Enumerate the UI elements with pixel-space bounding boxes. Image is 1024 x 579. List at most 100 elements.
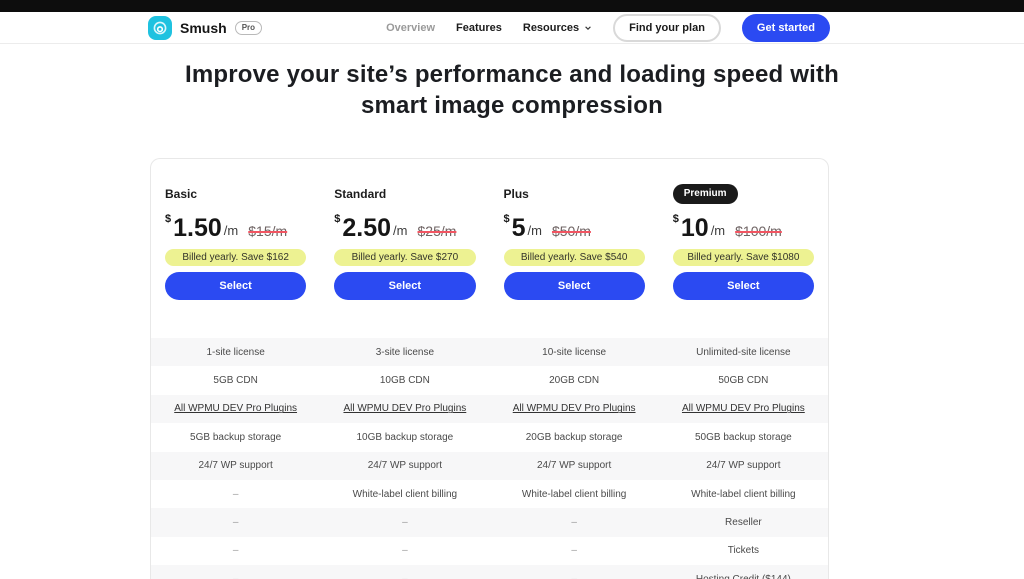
feature-row-white-label: – White-label client billing White-label…	[151, 480, 828, 508]
plan-name: Basic	[165, 187, 198, 201]
feature-row-support: 24/7 WP support 24/7 WP support 24/7 WP …	[151, 451, 828, 480]
old-price: $25/m	[417, 223, 457, 239]
price-period: /m	[223, 223, 239, 238]
billing-save-badge: Billed yearly. Save $1080	[672, 249, 814, 266]
nav-resources-label: Resources	[522, 21, 580, 34]
feature-cell: 10-site license	[542, 346, 607, 358]
wpmu-plugins-link[interactable]: All WPMU DEV Pro Plugins	[174, 403, 298, 415]
feature-cell: 20GB CDN	[549, 375, 600, 387]
feature-cell: 5GB CDN	[213, 375, 258, 387]
price-amount: 10	[680, 214, 709, 242]
plan-name: Plus	[503, 187, 529, 201]
feature-cell: –	[232, 545, 239, 557]
old-price: $15/m	[248, 223, 288, 239]
get-started-button[interactable]: Get started	[741, 13, 830, 42]
select-button-premium[interactable]: Select	[672, 272, 814, 300]
feature-cell: –	[402, 545, 408, 557]
feature-cell: 24/7 WP support	[198, 460, 273, 472]
pricing-table: Basic $ 1.50 /m $15/m Billed yearly. Sav…	[150, 158, 829, 579]
feature-cell: 10GB CDN	[379, 375, 430, 387]
plan-plus: Plus $ 5 /m $50/m Billed yearly. Save $5…	[490, 183, 659, 300]
select-button-plus[interactable]: Select	[503, 272, 645, 300]
price-amount: 2.50	[342, 214, 392, 242]
feature-row-plugins: All WPMU DEV Pro Plugins All WPMU DEV Pr…	[151, 394, 828, 424]
main-nav: Overview Features Resources Find your pl…	[386, 13, 830, 42]
feature-cell: –	[490, 574, 659, 579]
nav-features[interactable]: Features	[456, 21, 502, 34]
currency-symbol: $	[165, 213, 172, 225]
feature-cell: White-label client billing	[691, 488, 796, 500]
wpmu-plugins-link[interactable]: All WPMU DEV Pro Plugins	[681, 403, 805, 415]
feature-row-reseller: – – – Reseller	[151, 508, 828, 537]
feature-cell: 20GB backup storage	[525, 431, 623, 443]
feature-cell: White-label client billing	[352, 488, 458, 500]
feature-cell: 5GB backup storage	[190, 431, 282, 443]
feature-cell: –	[232, 488, 239, 500]
nav-overview[interactable]: Overview	[386, 21, 436, 34]
feature-cell: 50GB backup storage	[695, 431, 792, 443]
wpmu-plugins-link[interactable]: All WPMU DEV Pro Plugins	[512, 403, 636, 415]
chevron-down-icon	[585, 25, 591, 30]
top-black-bar	[0, 0, 1024, 12]
nav-resources[interactable]: Resources	[523, 22, 592, 34]
feature-cell: –	[151, 574, 320, 579]
plan-premium: Premium $ 10 /m $100/m Billed yearly. Sa…	[659, 183, 828, 300]
feature-row-license: 1-site license 3-site license 10-site li…	[151, 338, 828, 367]
plan-price: $ 10 /m $100/m	[673, 211, 814, 241]
feature-cell: –	[571, 545, 577, 557]
plan-price: $ 1.50 /m $15/m	[165, 211, 306, 241]
price-period: /m	[527, 223, 542, 238]
site-header: Smush Pro Overview Features Resources Fi…	[0, 12, 1024, 44]
price-period: /m	[393, 223, 408, 238]
feature-cell: –	[320, 574, 489, 579]
plan-basic: Basic $ 1.50 /m $15/m Billed yearly. Sav…	[151, 183, 320, 300]
feature-cell: Unlimited-site license	[696, 346, 791, 358]
plan-price: $ 2.50 /m $25/m	[334, 211, 475, 241]
brand[interactable]: Smush Pro	[148, 15, 263, 40]
feature-cell: Hosting Credit ($144)	[659, 574, 828, 579]
feature-rows: 1-site license 3-site license 10-site li…	[151, 338, 828, 579]
feature-cell: Tickets	[727, 545, 760, 557]
feature-cell: –	[232, 517, 239, 529]
smush-logo-icon	[148, 15, 172, 40]
plan-standard: Standard $ 2.50 /m $25/m Billed yearly. …	[320, 183, 489, 300]
billing-save-badge: Billed yearly. Save $270	[334, 249, 476, 266]
price-amount: 5	[511, 214, 526, 242]
wpmu-plugins-link[interactable]: All WPMU DEV Pro Plugins	[343, 403, 467, 415]
price-period: /m	[710, 223, 726, 238]
pro-badge: Pro	[234, 20, 263, 35]
currency-symbol: $	[672, 213, 679, 225]
select-button-standard[interactable]: Select	[334, 272, 476, 300]
currency-symbol: $	[503, 213, 510, 225]
feature-cell: –	[571, 517, 577, 529]
old-price: $50/m	[551, 223, 591, 239]
feature-row-backup: 5GB backup storage 10GB backup storage 2…	[151, 423, 828, 451]
feature-cell: 3-site license	[375, 346, 435, 358]
plans-section: Basic $ 1.50 /m $15/m Billed yearly. Sav…	[151, 159, 828, 338]
old-price: $100/m	[735, 223, 782, 239]
select-button-basic[interactable]: Select	[165, 272, 307, 300]
feature-row-cdn: 5GB CDN 10GB CDN 20GB CDN 50GB CDN	[151, 366, 828, 394]
feature-cell: 24/7 WP support	[536, 460, 612, 472]
page-title: Improve your site’s performance and load…	[184, 61, 840, 119]
feature-cell: 24/7 WP support	[706, 460, 781, 472]
feature-cell: –	[402, 517, 408, 529]
feature-cell: 1-site license	[206, 346, 265, 358]
find-your-plan-button[interactable]: Find your plan	[613, 13, 721, 42]
feature-cell: White-label client billing	[521, 488, 627, 500]
feature-cell: 50GB CDN	[718, 375, 769, 387]
feature-row-hosting-credit: – – – Hosting Credit ($144)	[151, 565, 828, 579]
plan-name: Standard	[334, 187, 387, 201]
currency-symbol: $	[334, 213, 341, 225]
feature-cell: 24/7 WP support	[367, 460, 443, 472]
feature-cell: 10GB backup storage	[356, 431, 454, 443]
billing-save-badge: Billed yearly. Save $540	[503, 249, 645, 266]
premium-badge: Premium	[672, 184, 738, 204]
price-amount: 1.50	[173, 214, 222, 242]
plan-price: $ 5 /m $50/m	[504, 211, 645, 241]
hero-section: Improve your site’s performance and load…	[0, 59, 1024, 121]
feature-cell: Reseller	[725, 517, 762, 529]
feature-row-tickets: – – – Tickets	[151, 537, 828, 565]
billing-save-badge: Billed yearly. Save $162	[165, 249, 307, 266]
brand-name: Smush	[180, 19, 227, 36]
